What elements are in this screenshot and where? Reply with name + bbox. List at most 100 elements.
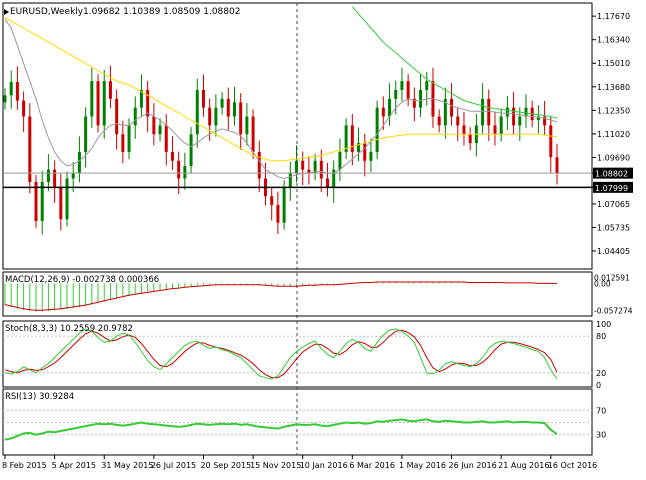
candle-body (450, 98, 454, 117)
price-title: EURUSD,Weekly (10, 7, 84, 17)
candle-body (462, 125, 466, 135)
candle-body (239, 102, 243, 135)
candle-body (338, 151, 342, 170)
x-axis-label: 1 May 2016 (399, 461, 446, 470)
candle-body (499, 116, 503, 135)
support-price-text: 1.07999 (595, 184, 628, 193)
candle-body (425, 81, 429, 90)
candle-body (208, 107, 212, 126)
candle-body (232, 102, 236, 117)
x-axis-label: 6 Mar 2016 (349, 461, 395, 470)
stoch-main-line (4, 328, 558, 380)
candle-body (183, 166, 187, 179)
candle-body (164, 125, 168, 152)
macd-tick-label: 0.012591 (594, 273, 630, 282)
candle-body (90, 81, 94, 117)
candle-body (28, 116, 32, 183)
candle-body (369, 151, 373, 161)
price-tick-label: 1.13680 (597, 83, 630, 92)
candle-body (84, 116, 88, 152)
x-axis-label: 21 Aug 2016 (498, 461, 549, 470)
price-tick-label: 1.15010 (597, 59, 630, 68)
candle-body (419, 89, 423, 108)
stoch-tick-label: 0 (596, 381, 601, 390)
candle-body (46, 169, 50, 183)
candle-body (245, 116, 249, 135)
candle-body (400, 81, 404, 90)
macd-layer (4, 281, 557, 312)
ma-slow-line (351, 6, 558, 119)
candle-body (536, 116, 540, 121)
candle-body (152, 116, 156, 135)
candle-body (493, 125, 497, 135)
candle-body (133, 107, 137, 126)
candle-body (115, 98, 119, 135)
candle-body (456, 116, 460, 126)
candle-body (22, 100, 26, 117)
candle-body (381, 107, 385, 117)
candle-body (40, 182, 44, 221)
stoch-tick-label: 100 (596, 320, 611, 329)
candle-body (201, 89, 205, 108)
candle-body (332, 169, 336, 188)
candle-body (357, 143, 361, 152)
price-tick-label: 1.11020 (597, 130, 630, 139)
candle-body (226, 98, 230, 117)
candle-body (487, 98, 491, 126)
x-axis-label: 8 Feb 2015 (2, 461, 47, 470)
price-layer (3, 6, 592, 235)
candle-body (220, 98, 224, 108)
price-tick-label: 1.16340 (597, 36, 630, 45)
ma-mid-line (4, 16, 558, 162)
x-axis-label: 10 Jan 2016 (300, 461, 348, 470)
candle-body (326, 178, 330, 188)
candle-body (301, 160, 305, 170)
candle-body (177, 160, 181, 179)
candle-body (9, 82, 13, 96)
x-axis-label: 15 Nov 2015 (250, 461, 301, 470)
title-triangle-icon (4, 9, 9, 15)
x-axis-label: 5 Apr 2015 (52, 461, 96, 470)
candle-body (102, 81, 106, 126)
ma-fast-line (4, 18, 558, 180)
stoch-label: Stoch(8,3,3) 10.2559 20.9782 (5, 324, 133, 334)
price-tick-label: 1.09690 (597, 153, 630, 162)
candle-body (375, 107, 379, 152)
candle-body (406, 81, 410, 99)
candle-body (394, 89, 398, 99)
candle-body (313, 160, 317, 174)
candle-body (307, 169, 311, 174)
candle-body (158, 125, 162, 135)
candle-body (59, 187, 63, 220)
candle-body (189, 134, 193, 167)
candle-body (350, 125, 354, 152)
candle-body (276, 205, 280, 223)
x-axis-label: 31 May 2015 (101, 461, 153, 470)
macd-signal-line (4, 281, 557, 311)
candle-body (214, 107, 218, 126)
candle-body (71, 173, 75, 179)
candle-body (127, 125, 131, 152)
candle-body (437, 116, 441, 126)
candle-body (512, 107, 516, 126)
price-title-group: EURUSD,Weekly 1.09682 1.10389 1.08509 1.… (4, 7, 240, 17)
candle-body (34, 182, 38, 221)
candle-body (251, 116, 255, 152)
candle-body (270, 196, 274, 206)
candle-body (3, 95, 7, 103)
candle-body (65, 178, 69, 220)
candle-body (518, 116, 522, 126)
candle-body (108, 81, 112, 99)
macd-tick-label: 0.00 (594, 279, 611, 288)
x-axis-label: 26 Jul 2015 (151, 461, 196, 470)
rsi-line (4, 418, 558, 441)
candle-body (121, 134, 125, 152)
x-axis-label: 26 Jun 2016 (449, 461, 497, 470)
rsi-tick-label: 70 (596, 406, 606, 415)
stoch-tick-label: 80 (596, 332, 606, 341)
candle-body (288, 173, 292, 188)
rsi-label: RSI(13) 30.9284 (5, 392, 74, 402)
